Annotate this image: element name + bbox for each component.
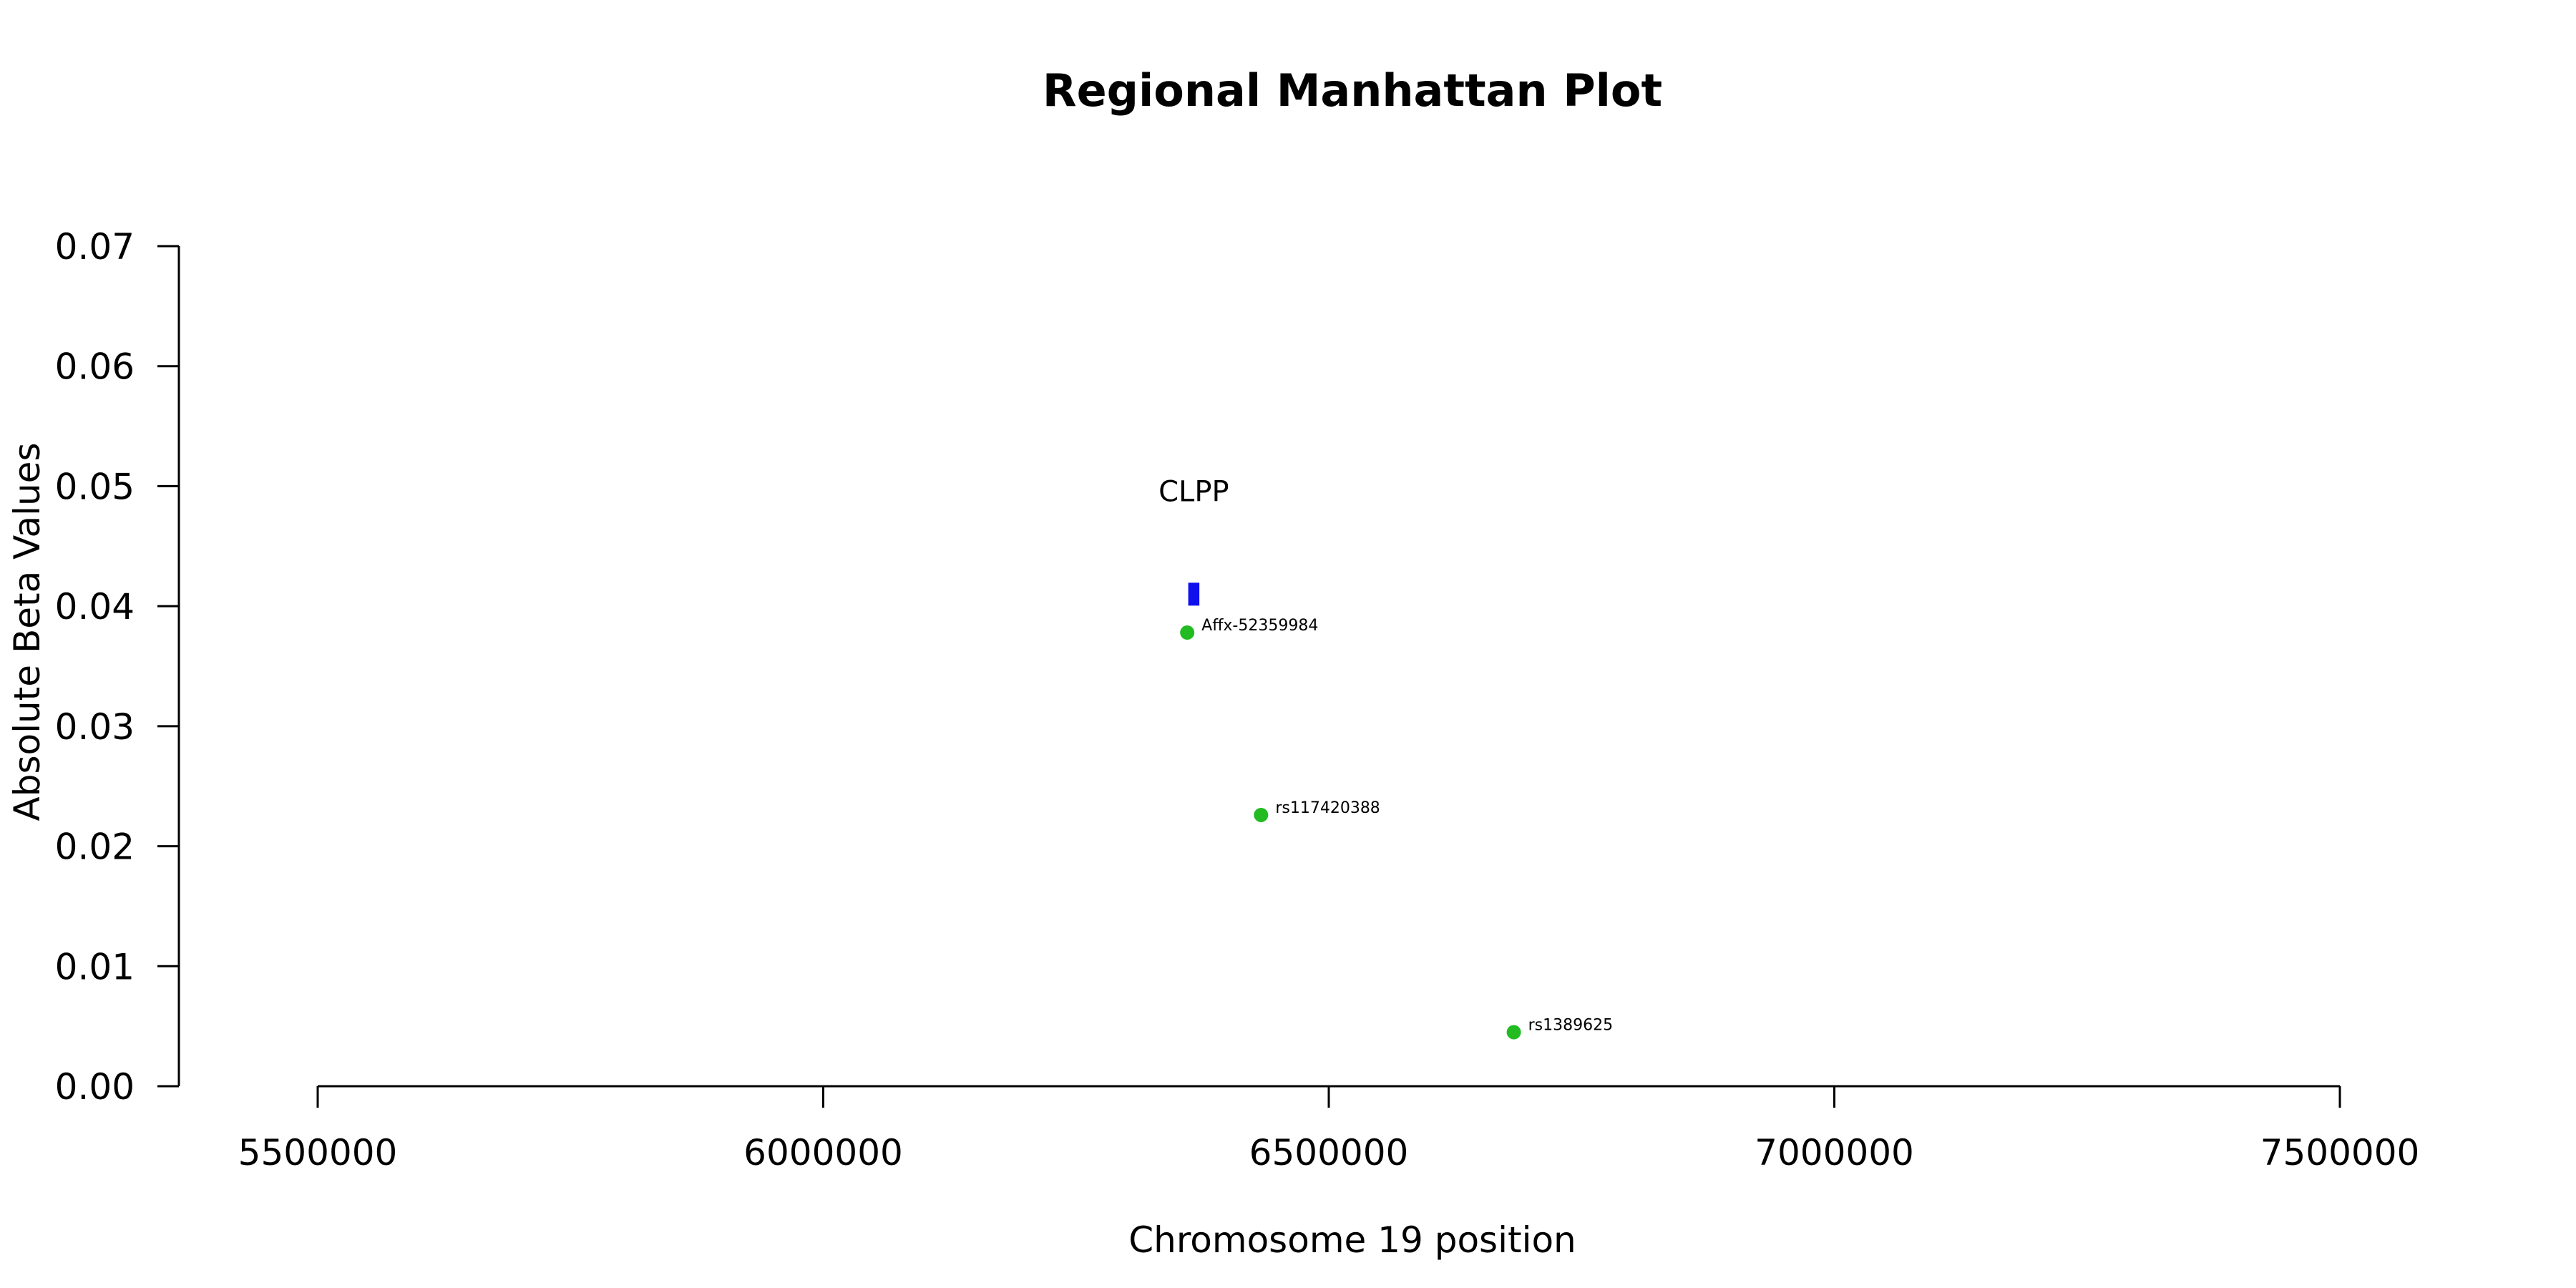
y-tick-label: 0.01	[55, 946, 135, 987]
x-tick-label: 5500000	[238, 1132, 398, 1174]
chart-title: Regional Manhattan Plot	[1043, 64, 1662, 117]
y-tick-label: 0.05	[55, 466, 135, 507]
y-tick-label: 0.02	[55, 826, 135, 868]
x-tick-label: 7000000	[1755, 1132, 1914, 1174]
y-axis-label: Absolute Beta Values	[6, 443, 48, 821]
point-label: rs1389625	[1528, 1017, 1614, 1035]
x-axis-label: Chromosome 19 position	[1128, 1219, 1576, 1261]
gene-label: CLPP	[1158, 475, 1229, 508]
y-tick-label: 0.04	[55, 586, 135, 628]
y-tick-label: 0.03	[55, 706, 135, 748]
x-tick-label: 6000000	[743, 1132, 903, 1174]
gene-layer: CLPP	[1158, 475, 1229, 606]
x-axis: 5500000 6000000 6500000 7000000 7500000	[238, 1085, 2420, 1174]
data-point	[1254, 807, 1269, 822]
data-point	[1180, 625, 1195, 640]
point-label: Affx-52359984	[1201, 617, 1318, 635]
y-axis: 0.00 0.01 0.02 0.03 0.04 0.05 0.06 0.07	[55, 226, 180, 1108]
y-tick-label: 0.00	[55, 1066, 135, 1108]
y-tick-label: 0.06	[55, 346, 135, 388]
x-tick-label: 7500000	[2260, 1132, 2420, 1174]
gene-bar	[1188, 582, 1200, 606]
data-point	[1506, 1025, 1521, 1040]
x-tick-label: 6500000	[1249, 1132, 1409, 1174]
y-tick-label: 0.07	[55, 226, 135, 268]
points-layer: Affx-52359984 rs117420388 rs1389625	[1180, 617, 1614, 1040]
point-label: rs117420388	[1275, 799, 1380, 817]
